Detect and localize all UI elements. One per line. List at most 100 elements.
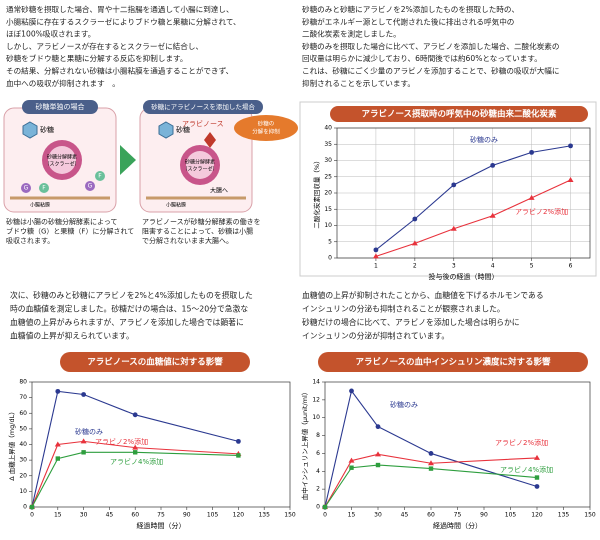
data-point (490, 162, 496, 168)
y-tick-label: 80 (19, 379, 27, 386)
series-label: アラビノ2%添加 (515, 207, 568, 216)
plot-frame (31, 381, 291, 508)
paragraph-line: 砂糖は小腸の砂糖分解酵素によって (6, 217, 117, 226)
y-tick-label: 40 (19, 441, 27, 448)
data-point (29, 504, 35, 510)
plot-frame (336, 127, 591, 259)
x-tick-label: 150 (284, 512, 296, 519)
y-tick-label: 30 (19, 457, 27, 464)
data-point (348, 457, 355, 463)
monosaccharide-label: F (98, 173, 102, 180)
series-label: アラビノ4%添加 (500, 465, 553, 474)
data-point (534, 454, 540, 460)
enzyme-label: （スクラーゼ） (182, 166, 217, 173)
x-axis-label: 経過時間（分） (433, 521, 482, 530)
paragraph-line: 次に、砂糖のみと砂糖にアラビノを2%と4%添加したものを摂取した (10, 290, 253, 300)
x-tick-label: 60 (427, 512, 435, 519)
paragraph-line: 血中への吸収が抑制されます 。 (6, 78, 120, 88)
paragraph-line: 砂糖のみを摂取した場合に比べて、アラビノを添加した場合、二酸化炭素の (302, 41, 560, 51)
paragraph-line: 砂糖をブドウ糖と果糖に分解する反応を抑制します。 (6, 53, 188, 63)
plot-frame (324, 381, 591, 508)
x-tick-label: 75 (454, 512, 462, 519)
monosaccharide-icon (21, 183, 31, 193)
series-label: アラビノ4%添加 (110, 457, 163, 466)
data-point (236, 453, 241, 458)
data-point (528, 194, 535, 200)
data-point (55, 388, 61, 394)
x-tick-label: 0 (323, 512, 327, 519)
mucosa-label: 小腸粘膜 (166, 202, 186, 209)
data-point (80, 438, 87, 444)
chart-title-bar (60, 352, 250, 372)
x-tick-label: 150 (584, 512, 596, 519)
callout (234, 115, 298, 141)
data-point (450, 225, 457, 231)
monosaccharide-label: G (88, 183, 93, 190)
x-tick-label: 30 (374, 512, 382, 519)
chart-title-bar (330, 106, 588, 122)
enzyme-icon (48, 146, 76, 174)
paragraph-line: その結果、分解されない砂糖は小腸粘膜を通過することができず、 (6, 66, 233, 76)
x-axis-label: 経過時間（分） (137, 521, 186, 530)
data-point (428, 451, 434, 456)
panel-header (22, 100, 98, 114)
paragraph-line: 通常砂糖を摂取した場合、胃や十二指腸を通過して小腸に到達し、 (6, 4, 234, 14)
data-point (132, 412, 138, 418)
paragraph-line: 抑制されることを示しています。 (302, 78, 415, 88)
paragraph-line: 砂糖のみと砂糖にアラビノを2%添加したものを摂取した時の、 (302, 4, 519, 14)
y-tick-label: 60 (19, 410, 27, 417)
y-tick-label: 10 (324, 222, 332, 229)
y-tick-label: 10 (19, 488, 27, 495)
y-tick-label: 4 (316, 468, 320, 475)
data-point (236, 438, 241, 444)
series-label: 砂糖のみ (75, 427, 103, 436)
x-tick-label: 60 (131, 512, 139, 519)
x-tick-label: 90 (183, 512, 191, 519)
series-line (375, 179, 571, 257)
sugar-label: 砂糖 (176, 125, 190, 134)
data-point (132, 444, 139, 450)
chart-title: アラビノースの血中インシュリン濃度に対する影響 (355, 357, 551, 368)
monosaccharide-icon (39, 183, 49, 193)
panel-header (143, 100, 263, 114)
x-tick-label: 30 (80, 512, 88, 519)
y-tick-label: 20 (19, 472, 27, 479)
x-tick-label: 75 (157, 512, 165, 519)
enzyme-label: （スクラーゼ） (44, 161, 79, 168)
paragraph-line: 回収量は明らかに減少しており、6時間後では約60%となっています。 (302, 53, 542, 63)
arabinose-icon (204, 132, 216, 148)
paragraph-line: しかし、アラビノースが存在するとスクラーゼに結合し、 (6, 41, 203, 51)
paragraph-line: ほぼ100%吸収されます。 (6, 29, 95, 39)
callout-text: 分解を抑制 (252, 128, 280, 136)
data-point (133, 450, 138, 455)
y-tick-label: 2 (316, 486, 320, 493)
chart-frame (299, 101, 597, 277)
colon-label: 大腸へ (210, 187, 228, 195)
data-point (54, 441, 61, 447)
y-tick-label: 14 (312, 379, 320, 386)
paragraph-line: ブドウ糖（G）と果糖（F）に分解されて (6, 227, 134, 236)
data-point (372, 253, 379, 259)
paragraph-line: 砂糖がエネルギー源として代謝された後に排出される呼気中の (302, 16, 514, 26)
x-tick-label: 45 (106, 512, 114, 519)
y-axis-label: 血中インシュリン上昇値（μunit/ml） (300, 389, 309, 501)
data-point (567, 177, 574, 182)
sugar-label: 砂糖 (40, 125, 54, 134)
y-tick-label: 30 (324, 157, 332, 164)
sugar-icon (22, 121, 38, 139)
x-tick-label: 1 (374, 263, 378, 270)
paragraph-line: 時の血糖値を測定しました。砂糖だけの場合は、15～20分で急激な (10, 304, 248, 314)
paragraph-line: 砂糖だけの場合に比べて、アラビノを添加した場合は明らかに (302, 317, 520, 327)
y-tick-label: 0 (23, 504, 27, 511)
y-tick-label: 0 (328, 255, 332, 262)
x-tick-label: 135 (258, 512, 270, 519)
y-axis-label: Δ 血糖上昇値（mg/dL） (7, 408, 16, 480)
data-point (81, 450, 86, 455)
chart-title: アラビノースの血糖値に対する影響 (87, 357, 223, 368)
y-tick-label: 5 (328, 238, 332, 245)
data-point (55, 456, 60, 461)
data-point (349, 388, 354, 394)
x-tick-label: 2 (413, 263, 417, 270)
